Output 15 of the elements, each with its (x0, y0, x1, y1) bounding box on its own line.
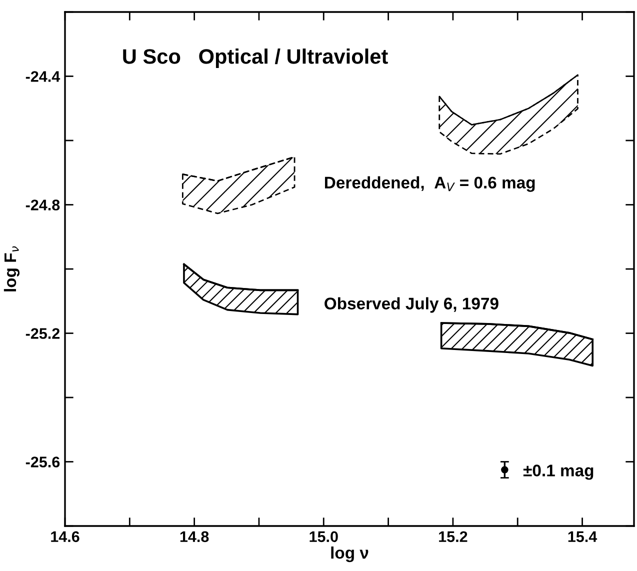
y-tick-label: -24.8 (26, 200, 60, 210)
annotation: Observed July 6, 1979 (324, 297, 498, 313)
x-tick-label: 15.0 (310, 531, 338, 542)
y-tick-label: -24.4 (26, 71, 60, 82)
y-axis-title: log F$_{ν}$ (4, 246, 20, 292)
x-tick-label: 14.6 (51, 531, 80, 542)
x-tick-label: 15.2 (439, 531, 468, 542)
x-tick-label: 15.4 (568, 531, 598, 542)
x-axis-title: log ν (331, 546, 368, 562)
x-tick-label: 14.8 (180, 531, 209, 542)
y-tick-label: -25.6 (26, 456, 60, 468)
annotation: Dereddened, A$_{V}$ = 0.6 mag (325, 176, 535, 192)
text: U Sco Optical / Ultraviolet (123, 48, 388, 68)
annotation: ±0.1 mag (523, 464, 594, 480)
y-tick-label: -25.2 (26, 328, 60, 339)
